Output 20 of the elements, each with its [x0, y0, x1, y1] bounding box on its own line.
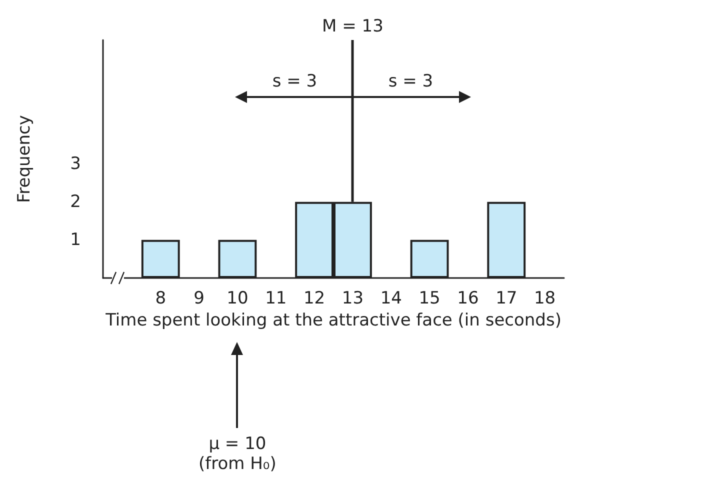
text: μ = 10 (from H₀) [198, 434, 276, 474]
y-axis-title: Frequency [14, 115, 34, 203]
x-tick-label: 9 [194, 288, 204, 308]
y-tick-label: 2 [70, 192, 81, 212]
x-tick-label: 10 [226, 288, 248, 308]
ref-line-label: M = 13 [322, 16, 384, 36]
y-tick-label: 1 [70, 230, 81, 250]
x-tick-label: 11 [265, 288, 287, 308]
y-tick-label: 3 [70, 154, 81, 174]
x-tick-label: 16 [457, 288, 479, 308]
x-tick-label: 12 [303, 288, 326, 308]
x-tick-label: 8 [155, 288, 166, 308]
annotation: s = 3 [272, 72, 318, 92]
x-tick-label: 15 [418, 288, 440, 308]
x-tick-label: 13 [342, 288, 364, 308]
x-tick-label: 18 [534, 288, 556, 308]
x-tick-label: 17 [496, 288, 518, 308]
x-axis-title: Time spent looking at the attractive face (in seconds) [104, 310, 562, 330]
x-tick-label: 14 [380, 288, 402, 308]
annotation: s = 3 [388, 72, 434, 92]
